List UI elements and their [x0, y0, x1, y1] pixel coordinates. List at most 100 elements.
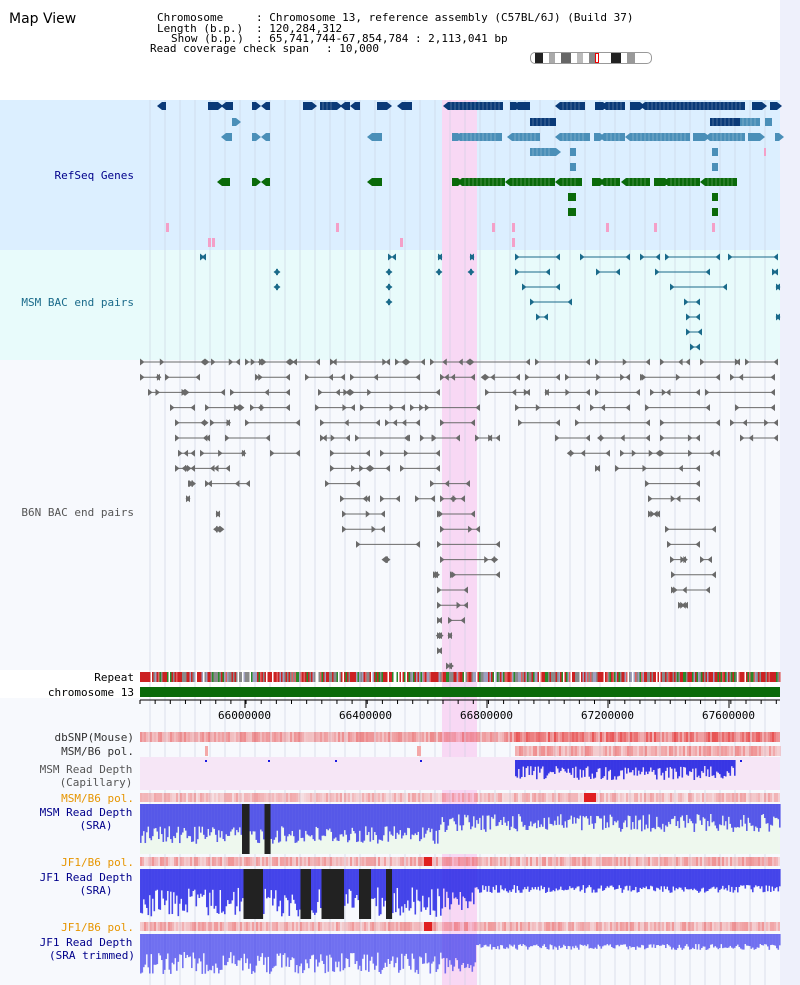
strand-arrow — [256, 102, 261, 110]
depth-bar — [248, 869, 250, 919]
dbsnp-cell — [624, 732, 626, 742]
repeat-segment — [620, 672, 622, 682]
repeat-segment — [551, 672, 553, 682]
depth-bar — [749, 934, 751, 947]
pol-cell — [272, 793, 274, 802]
depth-bar — [521, 760, 523, 777]
track-label-jf1-pol-1[interactable]: JF1/B6 pol. — [61, 856, 134, 869]
pol-cell — [205, 746, 208, 756]
pol-cell — [220, 793, 222, 802]
depth-bar — [429, 804, 432, 833]
pol-cell — [644, 857, 646, 866]
track-label-msm-depth-sra-2[interactable]: (SRA) — [79, 819, 113, 832]
strand-arrow — [273, 268, 278, 276]
track-label-jf1-depth-sra-1[interactable]: JF1 Read Depth — [39, 871, 133, 884]
strand-arrow — [555, 253, 560, 261]
chromosome-ideogram[interactable] — [530, 52, 652, 64]
strand-arrow — [175, 419, 180, 427]
pol-cell — [744, 857, 746, 866]
depth-bar — [449, 804, 451, 820]
dbsnp-cell — [388, 732, 390, 742]
pol-cell — [660, 922, 662, 931]
dbsnp-cell — [724, 732, 726, 742]
pol-cell — [490, 793, 492, 802]
pol-cell — [526, 857, 528, 866]
depth-bar — [351, 869, 354, 908]
depth-bar — [422, 934, 424, 964]
depth-bar — [486, 869, 489, 892]
depth-bar — [654, 869, 657, 892]
repeat-segment — [708, 672, 711, 682]
depth-bar — [143, 804, 145, 832]
depth-bar — [618, 804, 621, 828]
depth-bar — [267, 804, 270, 854]
depth-bar — [288, 869, 291, 916]
track-label-jf1-depth-sra-2[interactable]: (SRA) — [79, 884, 113, 897]
depth-bar — [554, 869, 556, 892]
depth-bar — [351, 934, 354, 954]
axis-tick-label: 67600000 — [702, 709, 755, 722]
depth-bar — [716, 869, 718, 888]
strand-arrow — [342, 510, 347, 518]
depth-bar — [635, 869, 637, 887]
pol-cell — [258, 793, 260, 802]
track-label-dbsnp[interactable]: dbSNP(Mouse) — [54, 731, 134, 744]
pol-cell — [402, 857, 404, 866]
depth-bar — [737, 804, 739, 827]
depth-bar — [282, 934, 285, 955]
depth-bar — [626, 760, 628, 774]
gene-feature — [710, 133, 745, 141]
depth-bar — [552, 934, 555, 950]
pol-cell — [158, 857, 160, 866]
track-label-chromosome[interactable]: chromosome 13 — [47, 686, 134, 699]
pol-cell — [420, 793, 422, 802]
pol-cell — [152, 793, 154, 802]
track-label-msm-depth-sra-1[interactable]: MSM Read Depth — [39, 806, 133, 819]
repeat-segment — [633, 672, 636, 682]
strand-arrow — [270, 449, 275, 457]
track-label-msm-bac[interactable]: MSM BAC end pairs — [21, 296, 134, 309]
depth-bar — [354, 804, 357, 834]
pol-cell — [519, 746, 521, 756]
depth-bar — [204, 934, 207, 974]
depth-bar — [294, 869, 297, 904]
track-label-jf1-depth-trim-1[interactable]: JF1 Read Depth — [39, 936, 133, 949]
track-label-msm-pol-1[interactable]: MSM/B6 pol. — [61, 745, 134, 758]
pol-cell — [685, 746, 687, 756]
track-label-jf1-pol-2[interactable]: JF1/B6 pol. — [61, 921, 134, 934]
track-label-jf1-depth-trim-2[interactable]: (SRA trimmed) — [48, 949, 136, 962]
pol-cell — [765, 746, 767, 756]
depth-bar — [495, 869, 498, 886]
track-label-msm-depth-cap-2[interactable]: (Capillary) — [59, 776, 133, 789]
dbsnp-cell — [600, 732, 602, 742]
depth-bar — [320, 869, 322, 909]
repeat-segment — [573, 672, 576, 682]
track-label-refseq[interactable]: RefSeq Genes — [54, 169, 134, 182]
depth-bar — [660, 869, 663, 887]
depth-bar — [609, 804, 612, 815]
track-label-repeat[interactable]: Repeat — [94, 671, 134, 684]
track-label-b6n-bac[interactable]: B6N BAC end pairs — [21, 506, 134, 519]
depth-bar — [182, 804, 184, 833]
dbsnp-cell — [506, 732, 508, 742]
pol-cell — [256, 793, 258, 802]
dbsnp-cell — [168, 732, 170, 742]
repeat-segment — [752, 672, 754, 682]
repeat-segment — [284, 672, 286, 682]
depth-bar — [455, 869, 457, 898]
pol-cell — [774, 793, 776, 802]
depth-bar — [477, 869, 480, 890]
depth-bar — [203, 934, 205, 954]
gene-feature — [592, 178, 600, 186]
pol-cell — [338, 857, 340, 866]
repeat-segment — [563, 672, 565, 682]
depth-bar — [708, 869, 711, 890]
dbsnp-cell — [674, 732, 676, 742]
pol-cell — [280, 922, 282, 931]
dbsnp-cell — [654, 732, 656, 742]
pol-cell — [558, 793, 560, 802]
track-label-msm-depth-cap-1[interactable]: MSM Read Depth — [39, 763, 133, 776]
track-label-msm-pol-2[interactable]: MSM/B6 pol. — [61, 792, 134, 805]
depth-bar — [699, 934, 702, 950]
